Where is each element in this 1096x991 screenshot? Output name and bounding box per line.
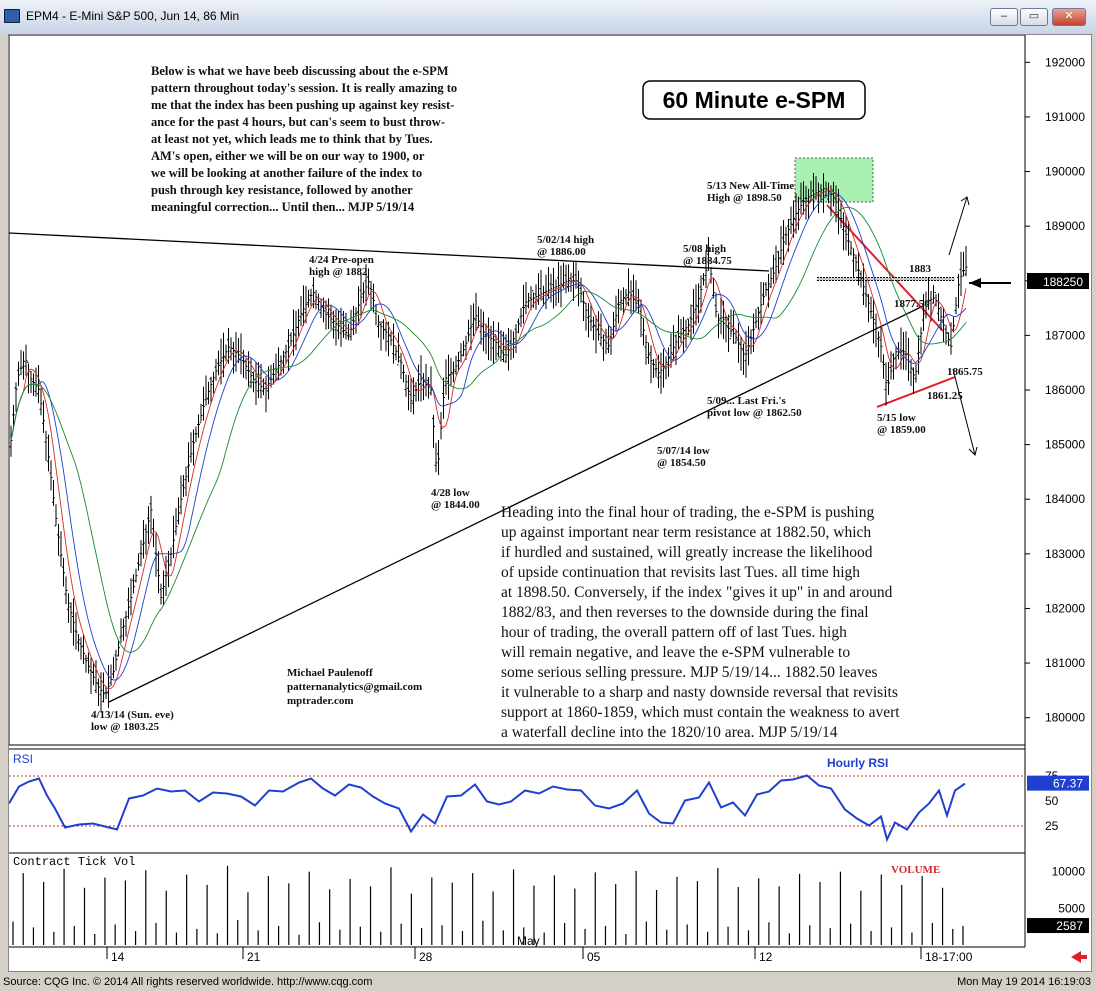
moving-averages: [10, 190, 967, 690]
volume-panel: Contract Tick Vol VOLUME 5000 10000 2587: [12, 855, 1089, 945]
annotation-5-09-low: 5/09... Last Fri.'s pivot low @ 1862.50: [707, 395, 802, 419]
price-tick-label: 183000: [1045, 547, 1085, 561]
price-tick-label: 181000: [1045, 656, 1085, 670]
app-icon: [4, 9, 20, 23]
up-scenario-arrow: [948, 196, 968, 256]
volume-title: Contract Tick Vol: [13, 855, 135, 869]
price-tick-label: 187000: [1045, 328, 1085, 342]
chart-canvas: 180000 181000 182000 183000 184000 185000 1860…: [9, 35, 1089, 964]
volume-last-box: [1027, 918, 1089, 934]
annotation-4-24-high: 4/24 Pre-open high @ 1882: [309, 254, 374, 278]
up-arrow-head: [960, 196, 970, 206]
annotation-5-08-high: 5/08 high @ 1884.75: [683, 243, 732, 267]
annotation-5-02-high: 5/02/14 high @ 1886.00: [537, 234, 594, 258]
price-tick-label: 186000: [1045, 383, 1085, 397]
annotation-5-13-high: 5/13 New All-Time High @ 1898.50: [707, 180, 794, 204]
month-label: May: [517, 934, 540, 948]
rsi-tick-label: 25: [1045, 819, 1059, 833]
commentary-top: Below is what we have beeb discussing ab…: [151, 64, 457, 214]
volume-tick-label: 5000: [1058, 901, 1085, 915]
level-1883: 1883: [909, 263, 932, 275]
status-source: Source: CQG Inc. © 2014 All rights reser…: [3, 976, 373, 988]
price-tick-label: 185000: [1045, 438, 1085, 452]
commentary-bottom: Heading into the final hour of trading, …: [501, 504, 900, 741]
price-tick-label: 190000: [1045, 165, 1085, 179]
time-tick-label: 14: [111, 950, 125, 964]
annotation-5-07-low: 5/07/14 low @ 1854.50: [657, 445, 710, 469]
close-button[interactable]: ✕: [1052, 8, 1086, 26]
rsi-title: RSI: [13, 752, 33, 766]
chart-window: 180000 181000 182000 183000 184000 185000 1860…: [8, 34, 1092, 972]
down-arrow-head: [968, 446, 978, 456]
price-tick-label: 182000: [1045, 601, 1085, 615]
price-tick-label: 184000: [1045, 492, 1085, 506]
level-1861-25: 1861.25: [927, 390, 963, 402]
volume-last-value: 2587: [1056, 919, 1083, 933]
time-tick-label: 12: [759, 950, 773, 964]
minimize-button[interactable]: –: [990, 8, 1018, 26]
chart-title: 60 Minute e-SPM: [663, 87, 846, 113]
down-scenario-arrow: [952, 368, 976, 456]
annotations: Below is what we have beeb discussing ab…: [91, 64, 983, 741]
support-trendline: [108, 306, 922, 703]
status-timestamp: Mon May 19 2014 16:19:03: [957, 976, 1091, 988]
time-tick-label: 28: [419, 950, 433, 964]
price-tick-label: 191000: [1045, 110, 1085, 124]
rsi-last-box: [1027, 775, 1089, 791]
resistance-trendline: [9, 232, 770, 272]
price-tick-label: 189000: [1045, 219, 1085, 233]
annotation-4-13-low: 4/13/14 (Sun. eve) low @ 1803.25: [91, 709, 174, 733]
current-price-arrowhead: [969, 278, 981, 288]
last-price-label: 188250: [1043, 275, 1083, 289]
volume-tick-label: 10000: [1052, 865, 1086, 879]
restore-button[interactable]: ▭: [1020, 8, 1048, 26]
rsi-tick-label: 50: [1045, 794, 1059, 808]
author-credit: Michael Paulenoff patternanalytics@gmail.…: [287, 667, 422, 707]
level-1877-50: 1877.50: [894, 298, 930, 310]
ma-mid-line: [10, 192, 967, 681]
volume-series-label: VOLUME: [891, 864, 940, 876]
last-price-box: [1027, 273, 1089, 289]
ma-fast-line: [10, 190, 967, 690]
rsi-line: [9, 774, 966, 843]
price-axis: 180000 181000 182000 183000 184000 185000 1860…: [1025, 55, 1085, 725]
price-bars: [9, 172, 968, 713]
window-titlebar: EPM4 - E-Mini S&P 500, Jun 14, 86 Min – …: [0, 0, 1096, 34]
price-tick-label: 192000: [1045, 55, 1085, 69]
annotation-5-15-low: 5/15 low @ 1859.00: [877, 412, 926, 436]
scroll-left-arrow-icon[interactable]: [1071, 951, 1087, 963]
time-axis: 14 21 28 05 12 18-17:00 May: [106, 934, 973, 964]
time-tick-label: 05: [587, 950, 601, 964]
time-tick-label: 18-17:00: [925, 950, 973, 964]
red-up-trendline: [876, 376, 956, 408]
ma-slow-line: [10, 206, 967, 653]
level-1865-75: 1865.75: [947, 366, 983, 378]
rsi-series-label: Hourly RSI: [827, 756, 888, 770]
window-title: EPM4 - E-Mini S&P 500, Jun 14, 86 Min: [26, 9, 240, 23]
annotation-4-28-low: 4/28 low @ 1844.00: [431, 487, 480, 511]
time-tick-label: 21: [247, 950, 261, 964]
status-bar: Source: CQG Inc. © 2014 All rights reser…: [0, 973, 1096, 991]
price-tick-label: 180000: [1045, 711, 1085, 725]
chart-title-box: [642, 80, 866, 120]
rsi-last-value: 67.37: [1053, 777, 1083, 791]
